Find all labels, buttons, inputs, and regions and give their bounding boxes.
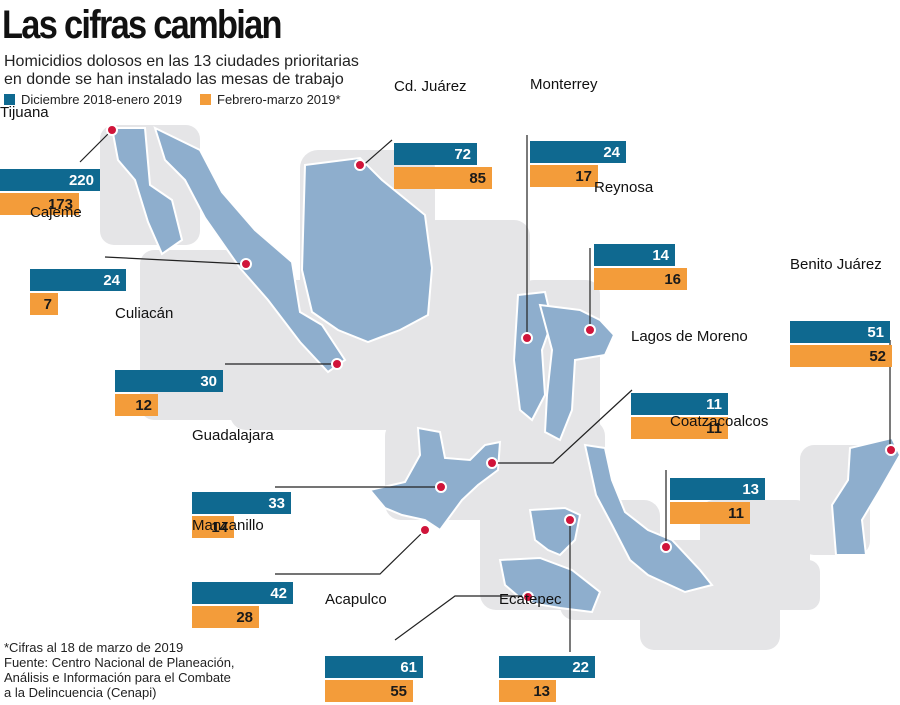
bar-reynosa-series2: 16 xyxy=(594,268,687,290)
city-label-benito-juarez: Benito Juárez xyxy=(790,256,882,273)
bar-coatzacoalcos-series1: 13 xyxy=(670,478,765,500)
chart-subtitle-line1: Homicidios dolosos en las 13 ciudades pr… xyxy=(4,53,359,70)
footnote-note: *Cifras al 18 de marzo de 2019 xyxy=(4,640,184,655)
legend-swatch-series1 xyxy=(4,94,15,105)
bar-ecatepec-series1: 22 xyxy=(499,656,595,678)
legend-item-series2: Febrero-marzo 2019* xyxy=(200,92,341,107)
bar-cd-juarez-series2: 85 xyxy=(394,167,492,189)
footnote-source-3: a la Delincuencia (Cenapi) xyxy=(4,685,157,700)
bar-ecatepec-series2: 13 xyxy=(499,680,556,702)
city-label-manzanillo: Manzanillo xyxy=(192,517,264,534)
bar-monterrey-series1: 24 xyxy=(530,141,626,163)
chart-subtitle-line2: en donde se han instalado las mesas de t… xyxy=(4,71,344,88)
legend-item-series1: Diciembre 2018-enero 2019 xyxy=(4,92,182,107)
city-label-cd-juarez: Cd. Juárez xyxy=(394,78,467,95)
city-label-monterrey: Monterrey xyxy=(530,76,598,93)
bar-guadalajara-series1: 33 xyxy=(192,492,291,514)
city-label-reynosa: Reynosa xyxy=(594,179,654,196)
leader-lines xyxy=(79,131,891,652)
city-label-cajeme: Cajeme xyxy=(30,204,82,221)
legend-label-series1: Diciembre 2018-enero 2019 xyxy=(21,92,183,107)
bar-benito-juarez-series2: 52 xyxy=(790,345,892,367)
bar-acapulco-series1: 61 xyxy=(325,656,423,678)
legend-swatch-series2 xyxy=(200,94,211,105)
bar-culiacan-series2: 12 xyxy=(115,394,158,416)
bar-culiacan-series1: 30 xyxy=(115,370,223,392)
city-label-tijuana: Tijuana xyxy=(0,104,49,121)
city-label-lagos-de-moreno: Lagos de Moreno xyxy=(631,328,748,345)
city-dots xyxy=(106,124,897,603)
highlighted-states xyxy=(110,126,900,614)
bar-manzanillo-series2: 28 xyxy=(192,606,259,628)
bar-cajeme-series1: 24 xyxy=(30,269,126,291)
footnote-source-2: Análisis e Información para el Combate xyxy=(4,670,231,685)
city-label-culiacan: Culiacán xyxy=(115,305,174,322)
city-label-acapulco: Acapulco xyxy=(325,591,387,608)
city-label-ecatepec: Ecatepec xyxy=(499,591,562,608)
bar-tijuana-series1: 220 xyxy=(0,169,100,191)
city-label-coatzacoalcos: Coatzacoalcos xyxy=(670,413,769,430)
bar-benito-juarez-series1: 51 xyxy=(790,321,890,343)
bar-cd-juarez-series1: 72 xyxy=(394,143,477,165)
bar-lagos-de-moreno-series2: 11 xyxy=(631,417,728,439)
bar-coatzacoalcos-series2: 11 xyxy=(670,502,750,524)
bar-cajeme-series2: 7 xyxy=(30,293,58,315)
bar-tijuana-series2: 173 xyxy=(0,193,79,215)
bar-guadalajara-series2: 14 xyxy=(192,516,234,538)
bar-manzanillo-series1: 42 xyxy=(192,582,293,604)
footnote: *Cifras al 18 de marzo de 2019 Fuente: C… xyxy=(4,640,304,700)
city-label-guadalajara: Guadalajara xyxy=(192,427,274,444)
bar-monterrey-series2: 17 xyxy=(530,165,598,187)
bar-lagos-de-moreno-series1: 11 xyxy=(631,393,728,415)
legend-label-series2: Febrero-marzo 2019* xyxy=(217,92,341,107)
bar-acapulco-series2: 55 xyxy=(325,680,413,702)
chart-title: Las cifras cambian xyxy=(2,3,283,47)
footnote-source-1: Fuente: Centro Nacional de Planeación, xyxy=(4,655,235,670)
bar-reynosa-series1: 14 xyxy=(594,244,675,266)
